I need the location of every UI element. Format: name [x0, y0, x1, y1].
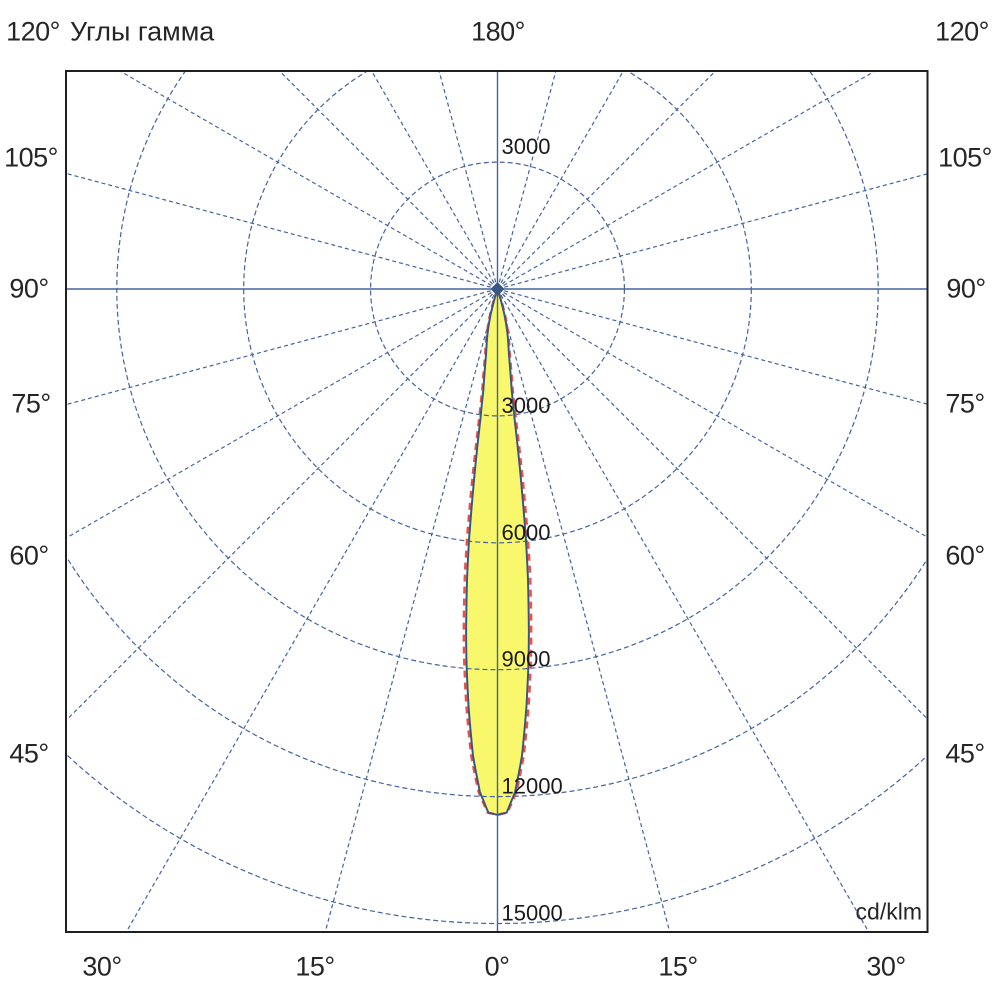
- grid-ray-210: [118, 71, 498, 290]
- gamma-label-bottom-15: 15°: [658, 951, 698, 982]
- grid-ray-135: [66, 288, 498, 722]
- gamma-label-top-180: 180°: [471, 16, 525, 47]
- pole-marker: [490, 282, 505, 296]
- grid-ray-30: [497, 288, 928, 538]
- gamma-label-right-90: 90°: [946, 273, 986, 304]
- grid-ray-315: [497, 71, 717, 290]
- gamma-label-bottom-30: 30°: [82, 951, 122, 982]
- ring-label-3000-upper: 3000: [502, 134, 551, 159]
- grid-ray-255: [438, 71, 499, 290]
- ring-label-15000: 15000: [502, 901, 563, 926]
- grid-ray-345: [497, 173, 928, 290]
- gamma-label-top-120: 120°: [935, 16, 989, 47]
- grid-ray-120: [125, 288, 499, 932]
- grid-ray-150: [66, 288, 498, 539]
- grid-ray-45: [497, 288, 928, 720]
- gamma-label-top-120: 120°: [6, 16, 60, 47]
- gamma-label-right-105: 105°: [938, 142, 992, 173]
- grid-ray-240: [370, 71, 499, 290]
- ring-label-3000: 3000: [502, 393, 551, 418]
- gamma-label-bottom-15: 15°: [295, 951, 335, 982]
- gamma-label-left-60: 60°: [9, 540, 49, 571]
- gamma-label-right-45: 45°: [945, 738, 985, 769]
- grid-ray-75: [496, 288, 671, 932]
- plot-frame: [65, 70, 929, 933]
- ring-label-12000: 12000: [502, 774, 563, 799]
- gamma-label-left-105: 105°: [4, 142, 58, 173]
- gamma-label-bottom-0: 0°: [484, 951, 510, 982]
- gamma-label-left-90: 90°: [9, 273, 49, 304]
- grid-ray-165: [66, 288, 498, 406]
- gamma-label-right-75: 75°: [945, 388, 985, 419]
- grid-ray-330: [497, 71, 877, 290]
- grid-ray-105: [324, 288, 499, 932]
- gamma-label-bottom-30: 30°: [866, 951, 906, 982]
- gamma-label-left-45: 45°: [9, 738, 49, 769]
- grid-ray-300: [496, 71, 625, 290]
- gamma-label-right-60: 60°: [945, 540, 985, 571]
- gamma-label-left-75: 75°: [11, 388, 51, 419]
- unit-label: cd/klm: [855, 898, 922, 925]
- ring-label-9000: 9000: [502, 647, 551, 672]
- grid-ray-285: [496, 71, 557, 290]
- ring-label-6000: 6000: [502, 520, 551, 545]
- diagram-title: Углы гамма: [70, 16, 215, 47]
- grid-ray-225: [278, 71, 498, 290]
- grid-ray-15: [497, 288, 928, 405]
- grid-ray-60: [496, 288, 870, 932]
- grid-ray-195: [66, 172, 498, 290]
